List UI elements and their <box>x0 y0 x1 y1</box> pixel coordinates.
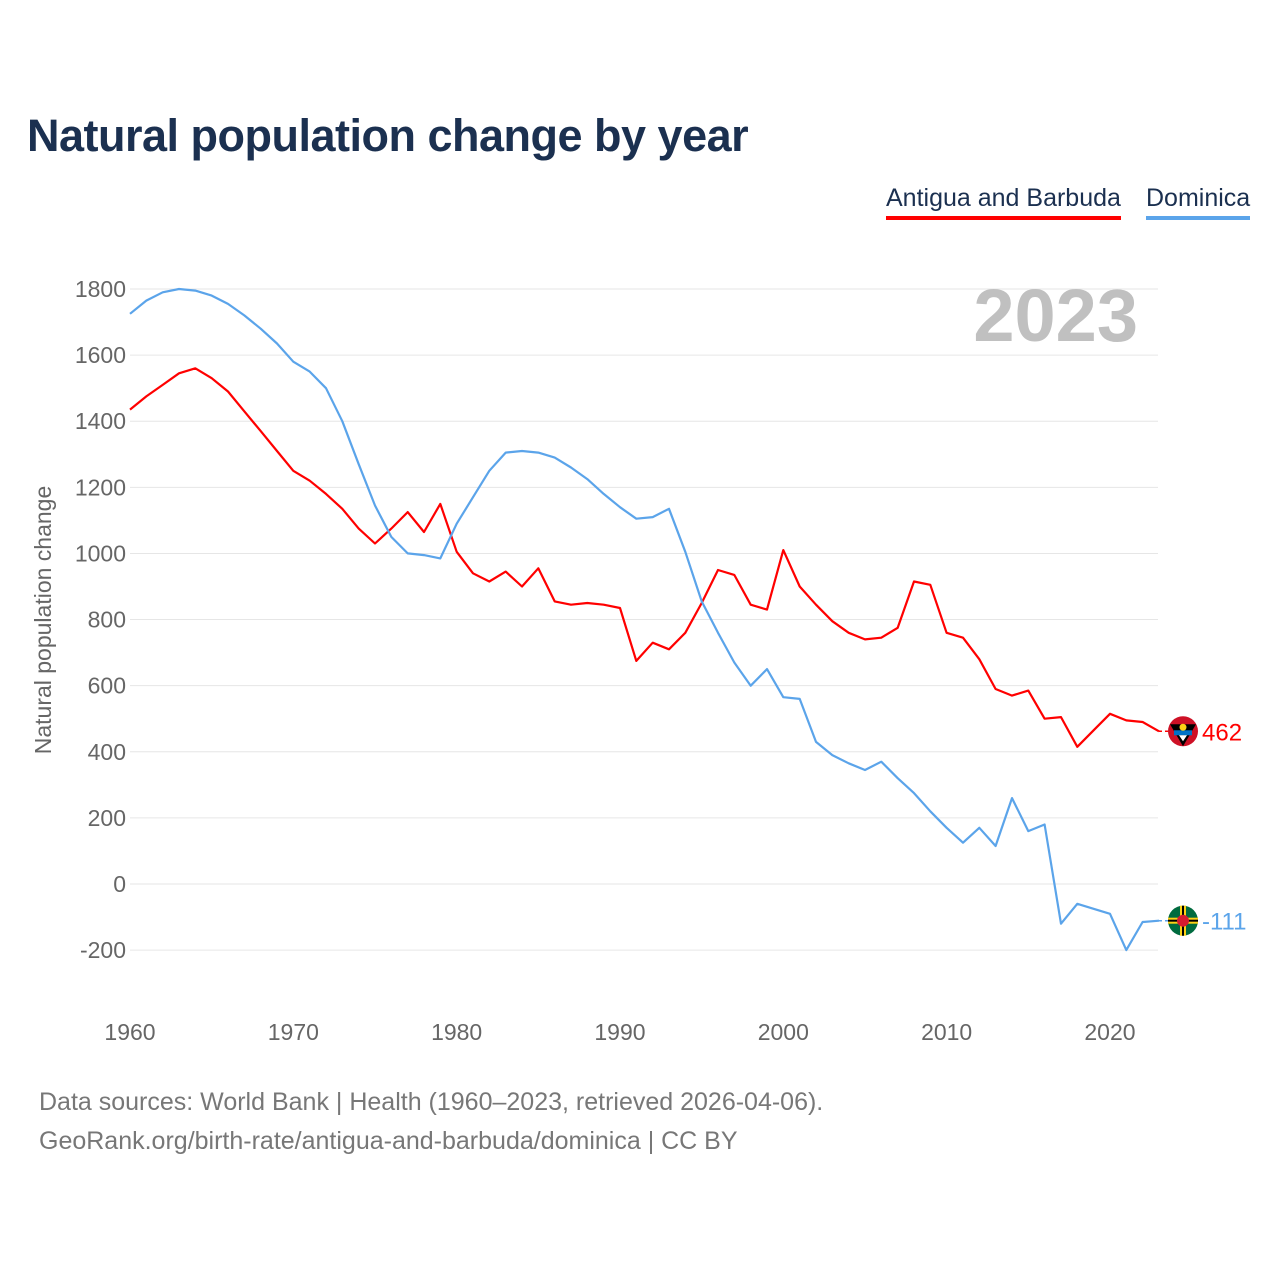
antigua-flag-icon <box>1168 716 1198 747</box>
y-axis-label: Natural population change <box>30 486 56 755</box>
y-tick-label: 400 <box>88 739 126 765</box>
year-watermark: 2023 <box>973 274 1138 357</box>
legend-dominica[interactable]: Dominica <box>1146 184 1251 220</box>
y-tick-label: 1800 <box>75 276 126 302</box>
x-tick-label: 2010 <box>921 1019 972 1045</box>
chart-title: Natural population change by year <box>27 110 749 161</box>
legend-antigua-and-barbuda[interactable]: Antigua and Barbuda <box>886 184 1121 220</box>
y-tick-label: 1200 <box>75 474 126 500</box>
x-tick-label: 1980 <box>431 1019 482 1045</box>
y-tick-label: 800 <box>88 607 126 633</box>
end-value-label: -111 <box>1202 909 1246 936</box>
x-tick-label: 1960 <box>104 1019 155 1045</box>
x-tick-label: 2000 <box>758 1019 809 1045</box>
flag-sun <box>1179 723 1187 731</box>
series-line-dominica <box>129 287 1160 952</box>
y-tick-label: 200 <box>88 805 126 831</box>
flag-blue <box>1174 730 1192 736</box>
dominica-flag-icon <box>1168 905 1198 936</box>
y-tick-label: -200 <box>80 937 126 963</box>
y-tick-label: 1600 <box>75 342 126 368</box>
footer-sources: Data sources: World Bank | Health (1960–… <box>39 1088 824 1116</box>
y-tick-label: 600 <box>88 673 126 699</box>
y-tick-label: 1000 <box>75 540 126 566</box>
series-line-antigua-and-barbuda <box>129 367 1160 748</box>
footer-link[interactable]: GeoRank.org/birth-rate/antigua-and-barbu… <box>39 1127 738 1155</box>
x-tick-label: 2020 <box>1084 1019 1135 1045</box>
y-tick-label: 0 <box>113 871 126 897</box>
end-value-label: 462 <box>1202 719 1242 746</box>
x-tick-label: 1990 <box>594 1019 645 1045</box>
x-tick-label: 1970 <box>268 1019 319 1045</box>
flag-white <box>1179 735 1187 742</box>
flag-disc <box>1177 914 1189 927</box>
y-tick-label: 1400 <box>75 408 126 434</box>
